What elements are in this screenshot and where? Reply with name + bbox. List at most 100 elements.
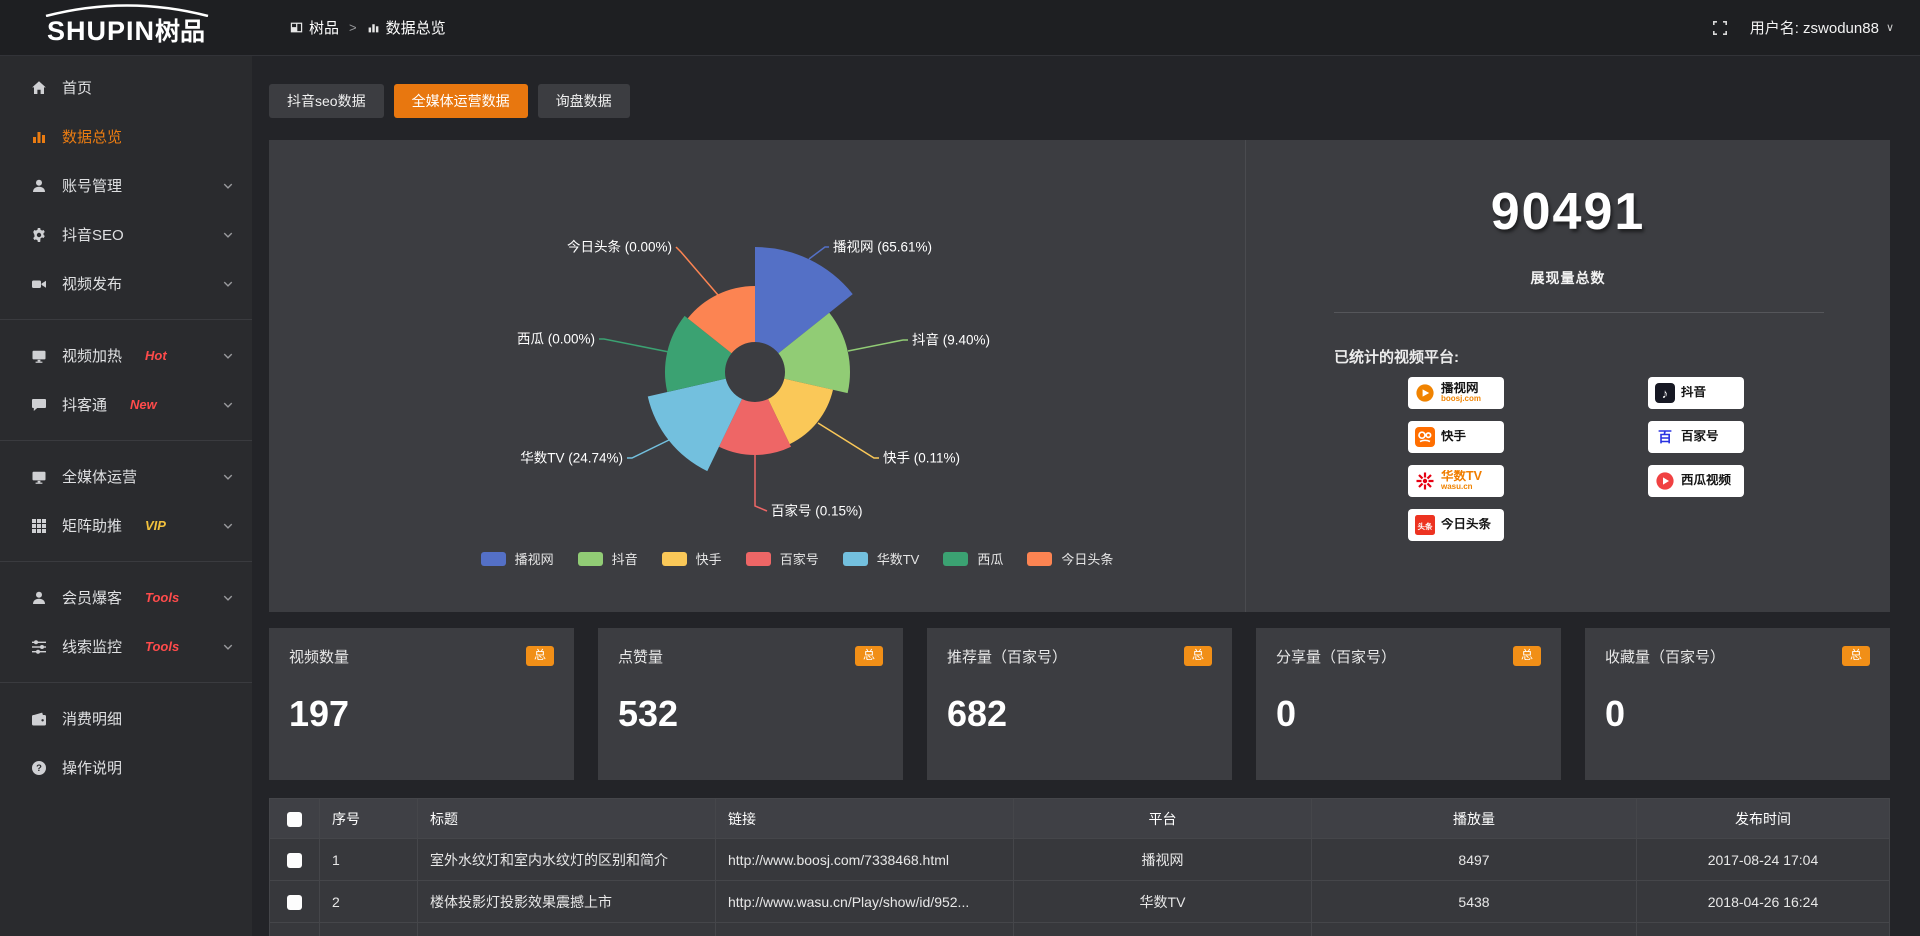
cell-link[interactable]: http://www.wasu.cn/Play/show/id/952...	[715, 880, 1014, 923]
legend-item-3[interactable]: 快手	[661, 549, 722, 568]
bar-chart-icon	[30, 128, 47, 145]
cell-title[interactable]: 楼体投影灯投影效果震撼上市	[417, 880, 716, 923]
pie-label-line-7	[675, 246, 719, 296]
chevron-down-icon	[222, 349, 234, 366]
cell-platform: 华数TV	[1013, 880, 1312, 923]
videos-table-body: 1 室外水纹灯和室内水纹灯的区别和简介 http://www.boosj.com/7…	[269, 838, 1890, 936]
platform-badge-6: 西瓜视频	[1648, 465, 1744, 497]
legend-swatch	[661, 551, 687, 566]
platform-name: 今日头条	[1441, 518, 1492, 532]
legend-item-6[interactable]: 西瓜	[943, 549, 1003, 568]
sidebar: 首页数据总览账号管理 抖音SEO 视频发布视频加热 Hot 抖客通 New 全媒体运营矩阵助…	[0, 56, 252, 936]
sidebar-item-5[interactable]: 视频发布	[0, 259, 252, 308]
videos-table-wrap: 序号 标题 链接 平台 播放量 发布时间 1 室外水纹灯和室内水纹灯的区别和简介 http:/…	[269, 798, 1890, 936]
cell-platform: 播视网	[1013, 838, 1312, 881]
sidebar-divider	[0, 319, 252, 320]
column-header-3: 链接	[715, 798, 1014, 839]
pie-slice-1[interactable]	[755, 247, 853, 354]
legend-swatch	[745, 551, 771, 566]
pie-slice-4[interactable]	[718, 399, 792, 455]
sidebar-item-4[interactable]: 抖音SEO	[0, 210, 252, 259]
chevron-down-icon	[222, 398, 234, 415]
fullscreen-icon[interactable]	[1712, 20, 1728, 36]
pie-label-7: 今日头条 (0.00%)	[567, 239, 672, 255]
tab-1[interactable]: 抖音seo数据	[269, 84, 384, 118]
sidebar-item-12[interactable]: 消费明细	[0, 694, 252, 743]
legend-item-2[interactable]: 抖音	[577, 549, 638, 568]
platform-name: 华数TV	[1441, 470, 1482, 484]
legend-item-7[interactable]: 今日头条	[1027, 549, 1113, 568]
row-checkbox[interactable]	[287, 894, 302, 910]
pie-slice-3[interactable]	[768, 378, 833, 445]
legend-label: 百家号	[779, 552, 819, 567]
pie-slice-2[interactable]	[778, 312, 850, 394]
stat-card-title: 视频数量	[289, 649, 350, 666]
platform-badge-1: 播视网 boosj.com	[1408, 377, 1504, 409]
toutiao-logo-icon: 头条	[1415, 515, 1435, 535]
pie-label-line-2	[847, 339, 908, 352]
sidebar-item-label: 会员爆客	[62, 590, 123, 607]
stat-card-title: 点赞量	[618, 649, 664, 666]
pie-slice-6[interactable]	[665, 315, 732, 393]
sidebar-item-label: 全媒体运营	[62, 469, 138, 486]
stat-card-title: 收藏量（百家号）	[1605, 649, 1726, 666]
platform-name: 西瓜视频	[1681, 474, 1732, 488]
pie-slice-7[interactable]	[687, 286, 755, 354]
legend-swatch	[842, 551, 868, 566]
monitor-icon	[30, 347, 47, 364]
breadcrumb-item-home[interactable]: 树品	[290, 17, 339, 38]
table-row-2: 2 楼体投影灯投影效果震撼上市 http://www.wasu.cn/Play/sh…	[269, 880, 1890, 923]
grid-icon	[30, 517, 47, 534]
pie-label-line-3	[817, 422, 879, 459]
sidebar-item-10[interactable]: 会员爆客 Tools	[0, 573, 252, 622]
pie-label-4: 百家号 (0.15%)	[771, 503, 863, 519]
chevron-down-icon	[222, 470, 234, 487]
pie-slice-5[interactable]	[647, 378, 742, 472]
tab-3[interactable]: 询盘数据	[537, 84, 630, 118]
row-checkbox[interactable]	[287, 852, 302, 868]
table-row-1: 1 室外水纹灯和室内水纹灯的区别和简介 http://www.boosj.com/7…	[269, 838, 1890, 881]
sidebar-item-3[interactable]: 账号管理	[0, 161, 252, 210]
svg-text:?: ?	[36, 763, 42, 774]
cell-published: 2017-08-24 17:04	[1636, 838, 1890, 881]
platform-subtext: wasu.cn	[1441, 482, 1473, 492]
cell-title[interactable]: 室外水纹灯和室内水纹灯的区别和简介	[417, 838, 716, 881]
cell-plays: 5438	[1311, 880, 1637, 923]
gear-icon	[30, 226, 47, 243]
cell-link[interactable]: http://www.boosj.com/7338468.html	[715, 838, 1014, 881]
douyin-logo-icon: ♪	[1655, 383, 1675, 403]
sidebar-item-11[interactable]: 线索监控 Tools	[0, 622, 252, 671]
platform-badge-3: 快手	[1408, 421, 1504, 453]
sidebar-item-7[interactable]: 抖客通 New	[0, 380, 252, 429]
table-row-partial	[269, 922, 1890, 936]
sidebar-item-label: 数据总览	[62, 129, 123, 146]
select-all-checkbox[interactable]	[287, 811, 302, 827]
stat-card-value: 532	[618, 693, 679, 734]
legend-item-1[interactable]: 播视网	[480, 549, 554, 568]
sidebar-item-13[interactable]: ? 操作说明	[0, 743, 252, 792]
comment-icon	[30, 396, 47, 413]
tab-2[interactable]: 全媒体运营数据	[393, 84, 528, 118]
videos-table-head: 序号 标题 链接 平台 播放量 发布时间	[269, 798, 1890, 839]
svg-text:百: 百	[1658, 429, 1672, 445]
platform-share-chart-area: 播视网 (65.61%) 抖音 (9.40%) 快手 (0.11%) 百家号 (0.1…	[269, 140, 1245, 612]
breadcrumb-item-current[interactable]: 数据总览	[367, 17, 446, 38]
platform-badge-4: 百百家号	[1648, 421, 1744, 453]
chevron-down-icon	[222, 591, 234, 608]
total-badge: 总	[1183, 646, 1212, 666]
legend-label: 西瓜	[977, 552, 1004, 567]
sidebar-item-8[interactable]: 全媒体运营	[0, 452, 252, 501]
user-menu[interactable]: 用户名: zswodun88 ∨	[1750, 17, 1894, 38]
summary-divider	[1334, 312, 1824, 313]
sidebar-item-1[interactable]: 首页	[0, 63, 252, 112]
chevron-down-icon	[222, 640, 234, 657]
topbar: SHUPIN树品 树品 > 数据总览 用户名: zswodun88 ∨	[0, 0, 1920, 56]
legend-label: 华数TV	[876, 552, 920, 567]
sidebar-item-6[interactable]: 视频加热 Hot	[0, 331, 252, 380]
sidebar-item-9[interactable]: 矩阵助推 VIP	[0, 501, 252, 550]
sidebar-item-2[interactable]: 数据总览	[0, 112, 252, 161]
legend-item-4[interactable]: 百家号	[745, 549, 819, 568]
cell-index: 2	[319, 880, 418, 923]
platform-name: 播视网	[1441, 382, 1479, 396]
legend-item-5[interactable]: 华数TV	[842, 549, 920, 568]
